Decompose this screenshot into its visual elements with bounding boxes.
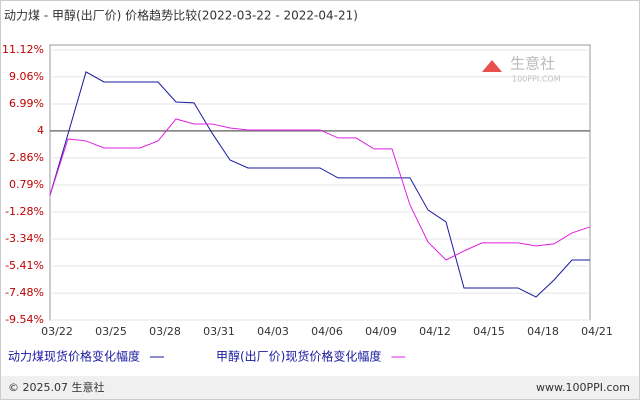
footer-right: www.100PPI.com — [536, 381, 630, 394]
y-tick-label: 11.12% — [2, 43, 44, 56]
watermark: 生意社 100PPI.COM — [482, 55, 561, 84]
x-tick-label: 03/28 — [149, 325, 181, 338]
watermark-sub: 100PPI.COM — [512, 75, 561, 84]
y-tick-label: -9.54% — [5, 313, 44, 326]
x-tick-label: 04/18 — [527, 325, 559, 338]
x-tick-label: 04/15 — [473, 325, 505, 338]
y-tick-label: -5.41% — [5, 259, 44, 272]
x-tick-label: 03/31 — [203, 325, 235, 338]
x-tick-label: 04/09 — [365, 325, 397, 338]
chart-title: 动力煤 - 甲醇(出厂价) 价格趋势比较(2022-03-22 - 2022-0… — [4, 8, 358, 23]
x-tick-label: 04/12 — [419, 325, 451, 338]
x-tick-label: 03/25 — [95, 325, 127, 338]
footer-bar — [1, 376, 639, 399]
watermark-text: 生意社 — [510, 55, 555, 73]
x-tick-label: 04/06 — [311, 325, 343, 338]
x-tick-label: 03/22 — [41, 325, 73, 338]
legend-label: 动力煤现货价格变化幅度 — [8, 349, 140, 364]
legend-label: 甲醇(出厂价)现货价格变化幅度 — [216, 349, 381, 364]
series-line — [49, 118, 591, 261]
y-tick-label: -1.28% — [5, 205, 44, 218]
x-tick-label: 04/03 — [257, 325, 289, 338]
watermark-icon — [482, 60, 502, 72]
series-line — [49, 71, 590, 298]
y-tick-label: 4 — [37, 124, 44, 137]
x-tick-label: 04/21 — [581, 325, 613, 338]
y-tick-label: 2.86% — [9, 151, 44, 164]
y-tick-label: -7.48% — [5, 286, 44, 299]
y-tick-label: 0.79% — [9, 178, 44, 191]
y-tick-label: 9.06% — [9, 70, 44, 83]
y-tick-label: -3.34% — [5, 232, 44, 245]
footer-left: © 2025.07 生意社 — [8, 380, 104, 394]
y-tick-label: 6.99% — [9, 97, 44, 110]
